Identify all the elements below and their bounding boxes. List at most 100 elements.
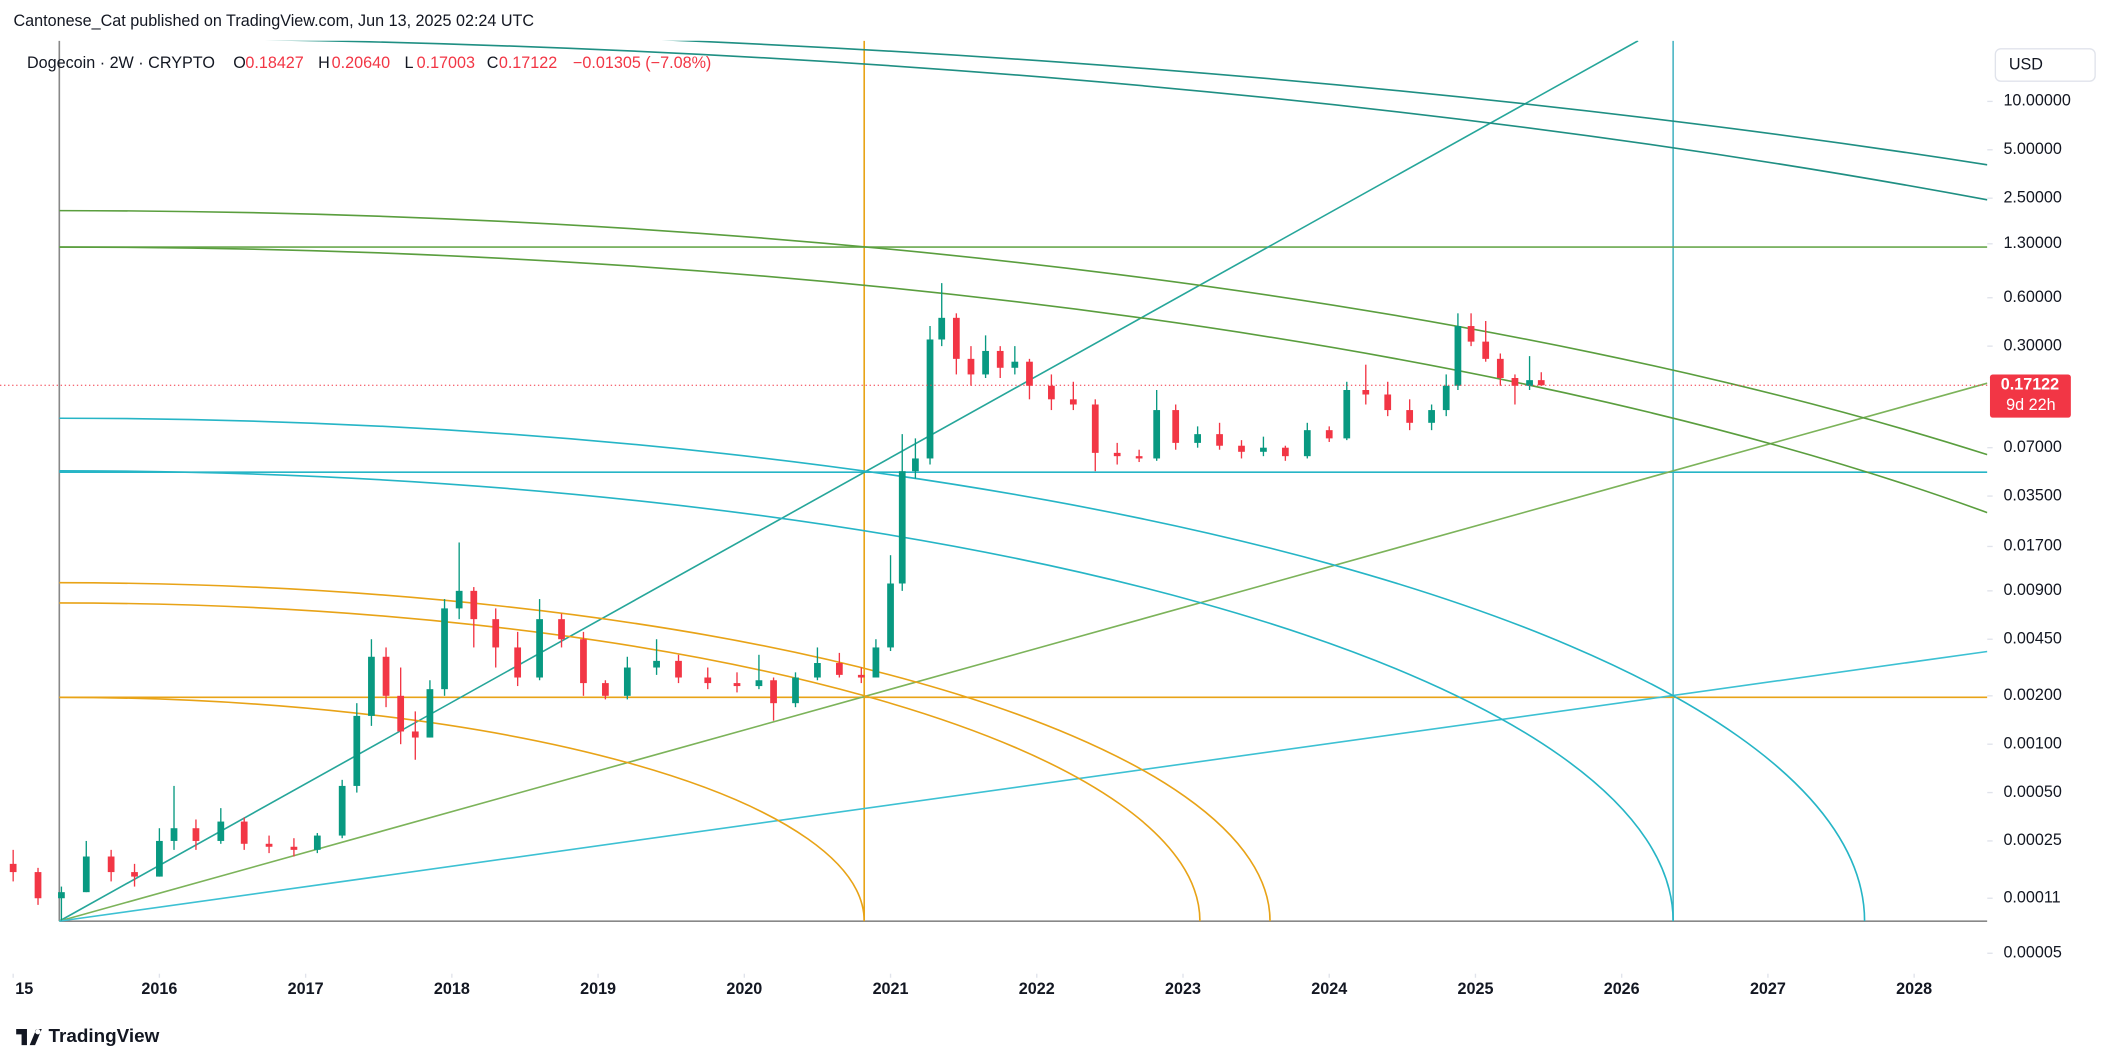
arc	[59, 581, 1271, 922]
symbol-title: Dogecoin · 2W · CRYPTO	[27, 54, 215, 72]
candle-body	[536, 619, 543, 678]
y-tick-label: 0.03500	[2003, 486, 2061, 504]
x-tick-label: 2027	[1750, 980, 1786, 998]
arc	[59, 602, 1201, 922]
candle-body	[912, 458, 919, 472]
y-tick-label: 0.07000	[2003, 438, 2061, 456]
currency: USD	[2009, 55, 2043, 73]
y-tick-label: 1.30000	[2003, 234, 2061, 252]
x-tick-label: 2022	[1019, 980, 1055, 998]
candle-body	[1384, 394, 1392, 411]
candle-body	[1362, 390, 1370, 395]
legend-change: −0.01305 (−7.08%)	[573, 54, 711, 72]
x-tick-label: 2021	[873, 980, 909, 998]
candle-body	[1153, 410, 1161, 459]
candle-body	[470, 590, 478, 620]
y-tick-label: 0.00900	[2003, 581, 2061, 599]
legend-value: 0.17122	[499, 54, 557, 72]
x-tick-label: 2017	[288, 980, 324, 998]
candle-body	[1026, 361, 1033, 386]
arc	[59, 696, 866, 922]
candle-body	[1260, 447, 1267, 452]
y-tick-label: 0.00025	[2003, 831, 2061, 849]
candle-body	[265, 843, 273, 847]
x-tick-label: 2019	[580, 980, 616, 998]
candle-body	[82, 856, 90, 893]
x-tick-label: 2028	[1896, 980, 1932, 998]
arc	[59, 470, 1674, 922]
brand-name: TradingView	[49, 1025, 160, 1046]
legend-label: O	[233, 54, 246, 72]
candle-body	[1091, 404, 1099, 453]
y-tick-label: 5.00000	[2003, 140, 2061, 158]
candle-body	[338, 785, 346, 836]
candle-body	[1526, 380, 1533, 386]
candle-body	[382, 656, 390, 696]
fan-line	[59, 650, 1988, 922]
y-tick-label: 0.00005	[2003, 944, 2061, 962]
candle-body	[1238, 445, 1245, 452]
publisher-note: Cantonese_Cat published on TradingView.c…	[13, 12, 534, 30]
last-price-tag	[1989, 374, 2071, 418]
y-tick-label: 0.00011	[2003, 889, 2060, 907]
candle-body	[192, 828, 200, 841]
candle-body	[131, 872, 138, 877]
legend-label: C	[487, 54, 499, 72]
y-tick-label: 0.00100	[2003, 734, 2061, 752]
candle-body	[857, 674, 865, 678]
candle-body	[1428, 410, 1435, 423]
currency-box	[1994, 48, 2096, 82]
y-tick-label: 10.00000	[2003, 92, 2070, 110]
candle-body	[455, 590, 463, 609]
candle-body	[1406, 410, 1414, 423]
candle-body	[558, 619, 565, 640]
candle-body	[514, 647, 522, 678]
candle-body	[835, 663, 843, 675]
x-tick-label: 2026	[1604, 980, 1640, 998]
candle-body	[602, 683, 609, 696]
candle-body	[1216, 434, 1223, 446]
y-tick-label: 0.00450	[2003, 629, 2061, 647]
candle-body	[411, 731, 419, 738]
candle-body	[814, 663, 821, 678]
candle-body	[675, 660, 682, 678]
candle-body	[368, 656, 375, 716]
candle-body	[1048, 385, 1055, 400]
candle-body	[926, 339, 934, 459]
candle-body	[792, 677, 799, 704]
candle-body	[34, 872, 42, 899]
arc	[666, 40, 1988, 166]
candle-body	[1172, 410, 1180, 443]
arc	[276, 40, 1988, 201]
candle-body	[872, 647, 880, 678]
candle-body	[898, 471, 906, 584]
x-tick-label: 2025	[1457, 980, 1493, 998]
candle-body	[1303, 430, 1311, 457]
candle-body	[353, 715, 361, 786]
x-tick-label: 15	[15, 980, 33, 998]
drawings	[58, 40, 1988, 922]
y-tick-label: 2.50000	[2003, 188, 2061, 206]
y-tick-label: 0.60000	[2003, 288, 2061, 306]
candle-body	[887, 583, 894, 648]
candle-body	[9, 863, 17, 873]
candles	[9, 283, 1545, 921]
x-tick-label: 2020	[726, 980, 762, 998]
x-tick-label: 2016	[141, 980, 177, 998]
candle-body	[982, 350, 989, 375]
candle-body	[1281, 447, 1289, 457]
fan-line	[59, 382, 1988, 922]
candle-body	[170, 828, 178, 841]
candle-body	[733, 683, 741, 687]
candle-body	[107, 856, 115, 873]
last-price-label: 0.17122	[2001, 376, 2059, 394]
candle-body	[1069, 399, 1077, 405]
legend-value: 0.17003	[417, 54, 475, 72]
legend-label: L	[404, 54, 413, 72]
y-tick-label: 0.00200	[2003, 686, 2061, 704]
candle-body	[397, 695, 405, 732]
candle-body	[623, 667, 631, 696]
candle-body	[1011, 361, 1019, 368]
